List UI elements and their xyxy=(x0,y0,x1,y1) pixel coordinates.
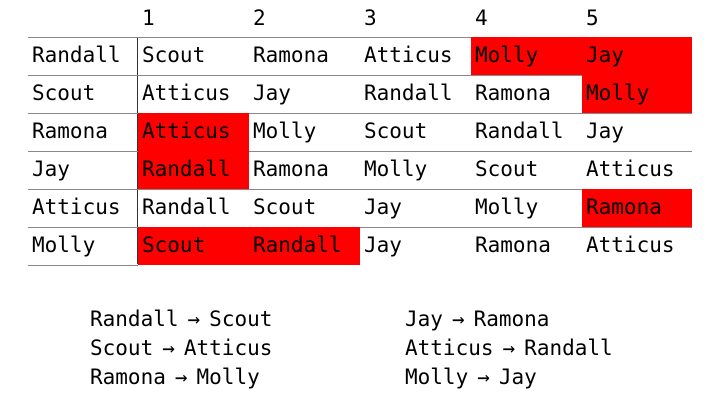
pairing-to: Molly xyxy=(196,365,260,389)
preference-cell-highlighted: Randall xyxy=(138,151,249,189)
preference-cell: Atticus xyxy=(586,157,675,181)
pairing-from: Scout xyxy=(90,336,154,360)
preference-cell-highlighted: Molly xyxy=(582,75,692,113)
row-divider xyxy=(28,189,692,190)
arrow-icon: → xyxy=(162,336,175,360)
table-row: Atticus Randall Scout Jay Molly Ramona xyxy=(28,189,692,227)
preference-cell: Scout xyxy=(142,43,206,67)
preference-cell: Randall xyxy=(475,119,564,143)
row-name: Atticus xyxy=(32,195,121,219)
pairing-to: Atticus xyxy=(183,336,273,360)
column-header-5: 5 xyxy=(586,6,599,30)
preference-cell-highlighted: Molly xyxy=(471,37,582,75)
preference-cell-highlighted: Randall xyxy=(249,227,360,265)
column-header-1: 1 xyxy=(142,6,155,30)
pairing-from: Ramona xyxy=(90,365,166,389)
name-column-divider xyxy=(137,37,138,264)
pairings-left: Randall → Scout Scout → Atticus Ramona → Molly xyxy=(90,305,272,392)
pairing: Jay → Ramona xyxy=(405,305,613,334)
arrow-icon: → xyxy=(174,365,188,389)
preference-cell: Scout xyxy=(253,195,317,219)
preference-cell: Jay xyxy=(364,195,402,219)
column-header-4: 4 xyxy=(475,6,488,30)
pairing: Molly → Jay xyxy=(405,363,613,392)
column-header-2: 2 xyxy=(253,6,266,30)
preference-cell: Jay xyxy=(253,81,291,105)
pairing: Atticus → Randall xyxy=(405,334,613,363)
pairing: Randall → Scout xyxy=(90,305,272,334)
pairing-to: Jay xyxy=(498,365,537,389)
pairing-from: Randall xyxy=(90,307,179,331)
preference-cell: Ramona xyxy=(253,157,329,181)
row-divider xyxy=(28,227,692,228)
pairing: Ramona → Molly xyxy=(90,363,272,392)
pairing-to: Randall xyxy=(524,336,613,360)
row-divider xyxy=(28,113,692,114)
arrow-icon: → xyxy=(451,307,465,331)
row-name: Randall xyxy=(32,43,121,67)
preference-cell: Jay xyxy=(586,119,624,143)
row-divider xyxy=(28,151,692,152)
table-row: Scout Atticus Jay Randall Ramona Molly xyxy=(28,75,692,113)
preference-cell: Randall xyxy=(364,81,453,105)
pairing-to: Ramona xyxy=(473,307,550,331)
arrow-icon: → xyxy=(477,365,490,389)
table-row: Molly Scout Randall Jay Ramona Atticus xyxy=(28,227,692,265)
preference-cell-highlighted: Ramona xyxy=(582,189,692,227)
row-divider xyxy=(28,265,138,266)
row-divider xyxy=(28,75,692,76)
preference-cell: Scout xyxy=(475,157,539,181)
row-name: Molly xyxy=(32,233,96,257)
preference-cell: Molly xyxy=(253,119,317,143)
preference-cell: Atticus xyxy=(142,81,231,105)
preference-cell: Molly xyxy=(475,195,539,219)
row-name: Scout xyxy=(32,81,96,105)
preference-cell-highlighted: Atticus xyxy=(138,113,249,151)
preference-cell-highlighted: Jay xyxy=(582,37,692,75)
preference-cell: Jay xyxy=(364,233,402,257)
preference-cell: Atticus xyxy=(586,233,675,257)
pairings-right: Jay → Ramona Atticus → Randall Molly → Jay xyxy=(405,305,613,392)
row-name: Ramona xyxy=(32,119,108,143)
preference-cell: Ramona xyxy=(475,81,551,105)
preference-cell: Molly xyxy=(364,157,428,181)
preference-cell: Atticus xyxy=(364,43,453,67)
arrow-icon: → xyxy=(502,336,516,360)
row-divider xyxy=(28,37,692,38)
preference-cell: Randall xyxy=(142,195,231,219)
preference-cell-highlighted: Scout xyxy=(138,227,249,265)
arrow-icon: → xyxy=(187,307,201,331)
pairing-from: Atticus xyxy=(405,336,494,360)
pairing-to: Scout xyxy=(209,307,273,331)
column-header-3: 3 xyxy=(364,6,377,30)
preference-cell: Ramona xyxy=(253,43,329,67)
table-row: Randall Scout Ramona Atticus Molly Jay xyxy=(28,37,692,75)
pairing: Scout → Atticus xyxy=(90,334,272,363)
pairing-from: Molly xyxy=(405,365,469,389)
pairing-from: Jay xyxy=(405,307,443,331)
table-row: Jay Randall Ramona Molly Scout Atticus xyxy=(28,151,692,189)
preference-cell: Scout xyxy=(364,119,428,143)
row-name: Jay xyxy=(32,157,70,181)
preference-cell: Ramona xyxy=(475,233,551,257)
table-row: Ramona Atticus Molly Scout Randall Jay xyxy=(28,113,692,151)
